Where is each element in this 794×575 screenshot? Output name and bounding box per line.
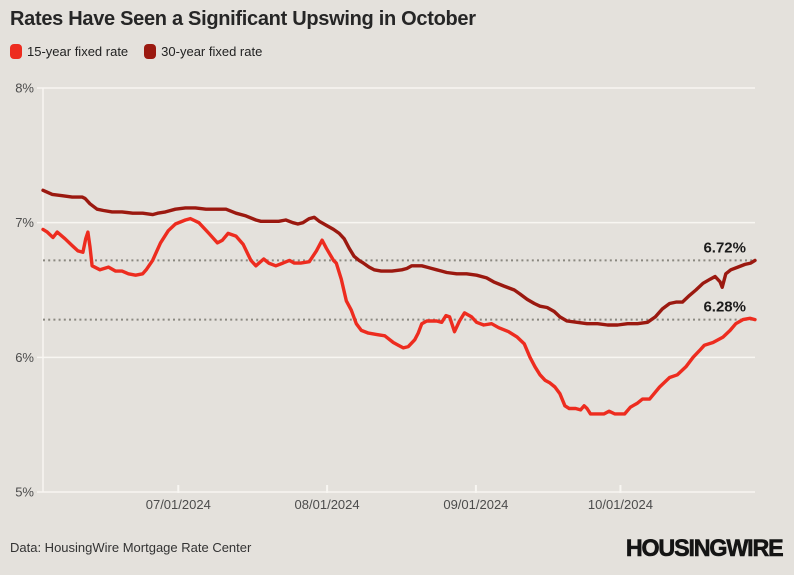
legend-label: 15-year fixed rate (27, 44, 129, 59)
legend-label: 30-year fixed rate (161, 44, 263, 59)
y-tick-label: 5% (15, 485, 34, 500)
x-tick-label: 08/01/2024 (295, 497, 360, 512)
chart-area: 8% 7% 6% 5% 07/01/2024 08/01/2024 09/01/2024 10… (0, 72, 794, 522)
x-tick-label: 07/01/2024 (146, 497, 211, 512)
reference-label-6-28: 6.28% (703, 299, 746, 316)
y-tick-label: 6% (15, 350, 34, 365)
series-line-30-year-fixed-rate (41, 188, 757, 327)
rate-chart: 8% 7% 6% 5% 07/01/2024 08/01/2024 09/01/2024 10… (15, 81, 757, 512)
legend-swatch (10, 44, 22, 59)
legend-item-30-year: 30-year fixed rate (144, 44, 262, 59)
data-source-note: Data: HousingWire Mortgage Rate Center (10, 540, 252, 555)
legend-swatch (144, 44, 157, 59)
y-tick-label: 7% (15, 215, 34, 230)
x-tick-label: 09/01/2024 (443, 497, 508, 512)
legend-item-15-year: 15-year fixed rate (10, 44, 128, 59)
reference-label-6-72: 6.72% (703, 239, 746, 256)
series-line-15-year-fixed-rate (41, 216, 757, 416)
y-tick-label: 8% (15, 81, 34, 96)
legend: 15-year fixed rate 30-year fixed rate (10, 44, 262, 59)
housingwire-logo: HOUSINGWIRE (625, 535, 783, 563)
page-title: Rates Have Seen a Significant Upswing in… (10, 8, 476, 30)
x-tick-label: 10/01/2024 (588, 497, 653, 512)
